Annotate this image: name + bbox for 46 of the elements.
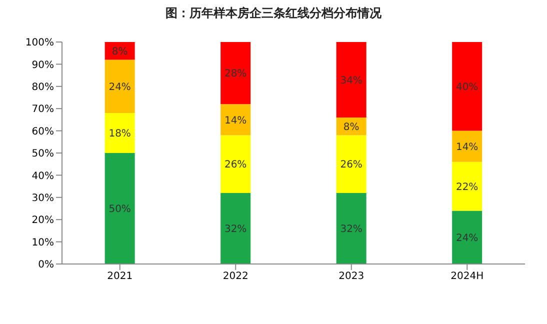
- y-tick-label: 90%: [32, 60, 54, 71]
- bar: [104, 113, 135, 153]
- x-tick-label: 2021: [107, 271, 133, 282]
- y-tick-label: 60%: [32, 126, 54, 138]
- data-label: 32%: [340, 224, 362, 236]
- data-label: 34%: [340, 75, 362, 86]
- chart-title: 图：历年样本房企三条红线分档分布情况: [164, 5, 382, 22]
- data-label: 14%: [456, 142, 478, 153]
- data-label: 24%: [108, 82, 131, 93]
- bar: [220, 135, 251, 193]
- bar: [336, 192, 366, 264]
- bar: [336, 135, 366, 193]
- data-label: 8%: [112, 46, 128, 58]
- bar: [104, 153, 135, 264]
- bar: [452, 162, 482, 211]
- x-tick-label: 2024H: [450, 271, 484, 282]
- bar: [220, 42, 251, 104]
- y-tick-label: 20%: [32, 215, 54, 226]
- bar: [336, 42, 366, 118]
- data-label: 32%: [224, 224, 247, 236]
- bar: [104, 60, 135, 114]
- data-label: 22%: [456, 182, 478, 193]
- bar: [220, 192, 251, 264]
- y-tick-label: 0%: [38, 260, 54, 271]
- bar: [452, 210, 482, 264]
- data-label: 18%: [108, 128, 131, 140]
- y-tick-label: 80%: [32, 82, 54, 93]
- bar: [220, 104, 251, 136]
- y-tick-label: 40%: [32, 170, 54, 182]
- data-label: 28%: [224, 68, 247, 80]
- y-tick-label: 30%: [32, 192, 54, 204]
- data-label: 26%: [340, 160, 362, 171]
- y-tick-label: 100%: [25, 38, 54, 49]
- y-tick-label: 70%: [32, 104, 54, 116]
- bar: [452, 130, 482, 162]
- data-label: 8%: [343, 122, 360, 133]
- y-tick-label: 10%: [32, 237, 54, 248]
- data-label: 26%: [224, 160, 247, 171]
- bar: [452, 42, 482, 131]
- data-label: 50%: [108, 204, 131, 216]
- data-label: 40%: [456, 82, 478, 93]
- x-tick-label: 2022: [222, 271, 248, 282]
- data-label: 14%: [224, 115, 247, 126]
- x-tick-label: 2023: [338, 271, 364, 282]
- y-tick-label: 50%: [32, 148, 54, 160]
- data-label: 24%: [456, 232, 478, 244]
